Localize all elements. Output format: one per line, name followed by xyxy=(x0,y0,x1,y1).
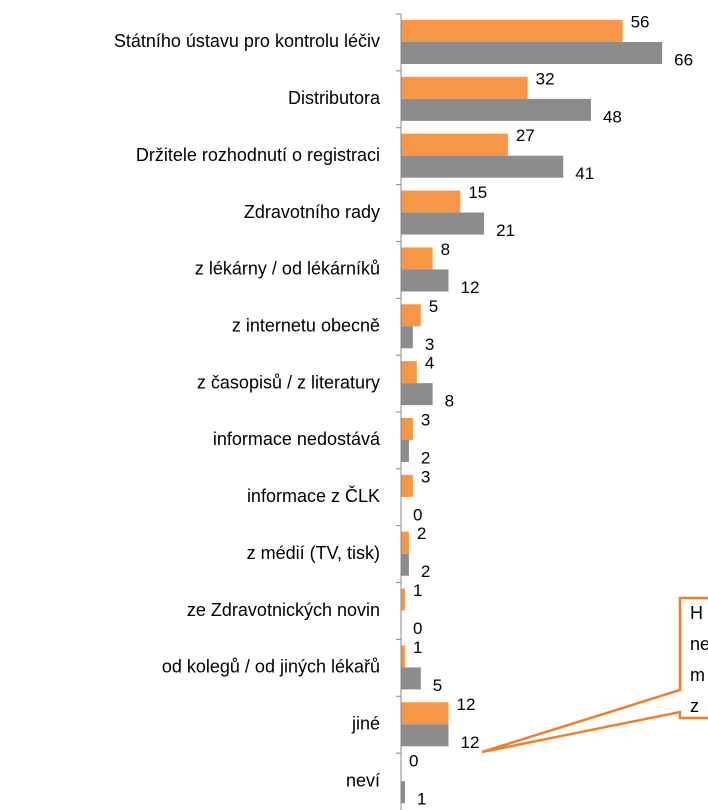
value-label: 66 xyxy=(674,50,693,69)
bar xyxy=(401,326,413,349)
bar xyxy=(401,474,413,497)
value-label: 3 xyxy=(421,410,430,429)
value-label: 48 xyxy=(603,107,622,126)
bar xyxy=(401,190,461,213)
value-label: 1 xyxy=(413,581,422,600)
value-label: 12 xyxy=(456,695,475,714)
bar xyxy=(401,553,409,576)
value-label: 3 xyxy=(425,335,434,354)
value-label: 12 xyxy=(460,733,479,752)
bar xyxy=(401,212,485,235)
value-label: 2 xyxy=(421,562,430,581)
value-label: 12 xyxy=(460,278,479,297)
value-label: 15 xyxy=(468,183,487,202)
value-label: 32 xyxy=(536,69,555,88)
category-label: informace z ČLK xyxy=(247,485,380,506)
value-label: 0 xyxy=(409,752,418,771)
bar xyxy=(401,76,528,99)
value-label: 56 xyxy=(631,12,650,31)
bar xyxy=(401,781,405,804)
bar xyxy=(401,588,405,611)
value-label: 8 xyxy=(445,392,454,411)
value-label: 0 xyxy=(413,619,422,638)
category-label: z lékárny / od lékárníků xyxy=(195,259,380,279)
category-label: informace nedostává xyxy=(213,429,381,449)
bar xyxy=(401,724,449,747)
bar xyxy=(401,383,433,406)
category-label: Držitele rozhodnutí o registraci xyxy=(136,145,380,165)
category-label: Státního ústavu pro kontrolu léčiv xyxy=(114,31,380,51)
category-label: z časopisů / z literatury xyxy=(197,372,380,392)
category-label: z médií (TV, tisk) xyxy=(247,543,380,563)
value-label: 5 xyxy=(429,297,438,316)
value-label: 21 xyxy=(496,221,515,240)
bar xyxy=(401,361,417,384)
bar xyxy=(401,531,409,554)
value-label: 3 xyxy=(421,467,430,486)
value-label: 0 xyxy=(413,505,422,524)
value-label: 2 xyxy=(421,448,430,467)
value-label: 1 xyxy=(417,790,426,809)
value-label: 5 xyxy=(433,676,442,695)
bar xyxy=(401,440,409,462)
bar xyxy=(401,155,564,178)
bar xyxy=(401,133,508,156)
bar xyxy=(401,42,663,64)
bar xyxy=(401,702,449,725)
category-label: ze Zdravotnických novin xyxy=(187,600,380,620)
annotation-line: ne xyxy=(690,634,708,654)
category-label: Zdravotního rady xyxy=(244,202,380,222)
value-label: 41 xyxy=(575,164,594,183)
bar xyxy=(401,269,449,292)
category-label: z internetu obecně xyxy=(232,315,380,335)
bar xyxy=(401,20,623,42)
bar xyxy=(401,98,591,121)
callout xyxy=(481,596,708,754)
value-label: 1 xyxy=(413,638,422,657)
bar xyxy=(401,304,421,327)
category-label: Distributora xyxy=(288,88,381,108)
bar xyxy=(401,667,421,690)
category-label: jiné xyxy=(351,713,380,733)
value-label: 2 xyxy=(417,524,426,543)
value-label: 4 xyxy=(425,354,434,373)
value-label: 27 xyxy=(516,126,535,145)
value-label: 8 xyxy=(441,240,450,259)
category-label: od kolegů / od jiných lékařů xyxy=(162,657,380,677)
bar xyxy=(401,418,413,440)
category-label: neví xyxy=(346,770,380,790)
bar xyxy=(401,247,433,270)
annotation-line: H xyxy=(690,603,703,623)
annotation-line: m xyxy=(690,665,705,685)
annotation-line: z xyxy=(690,696,699,716)
bar xyxy=(401,645,405,668)
